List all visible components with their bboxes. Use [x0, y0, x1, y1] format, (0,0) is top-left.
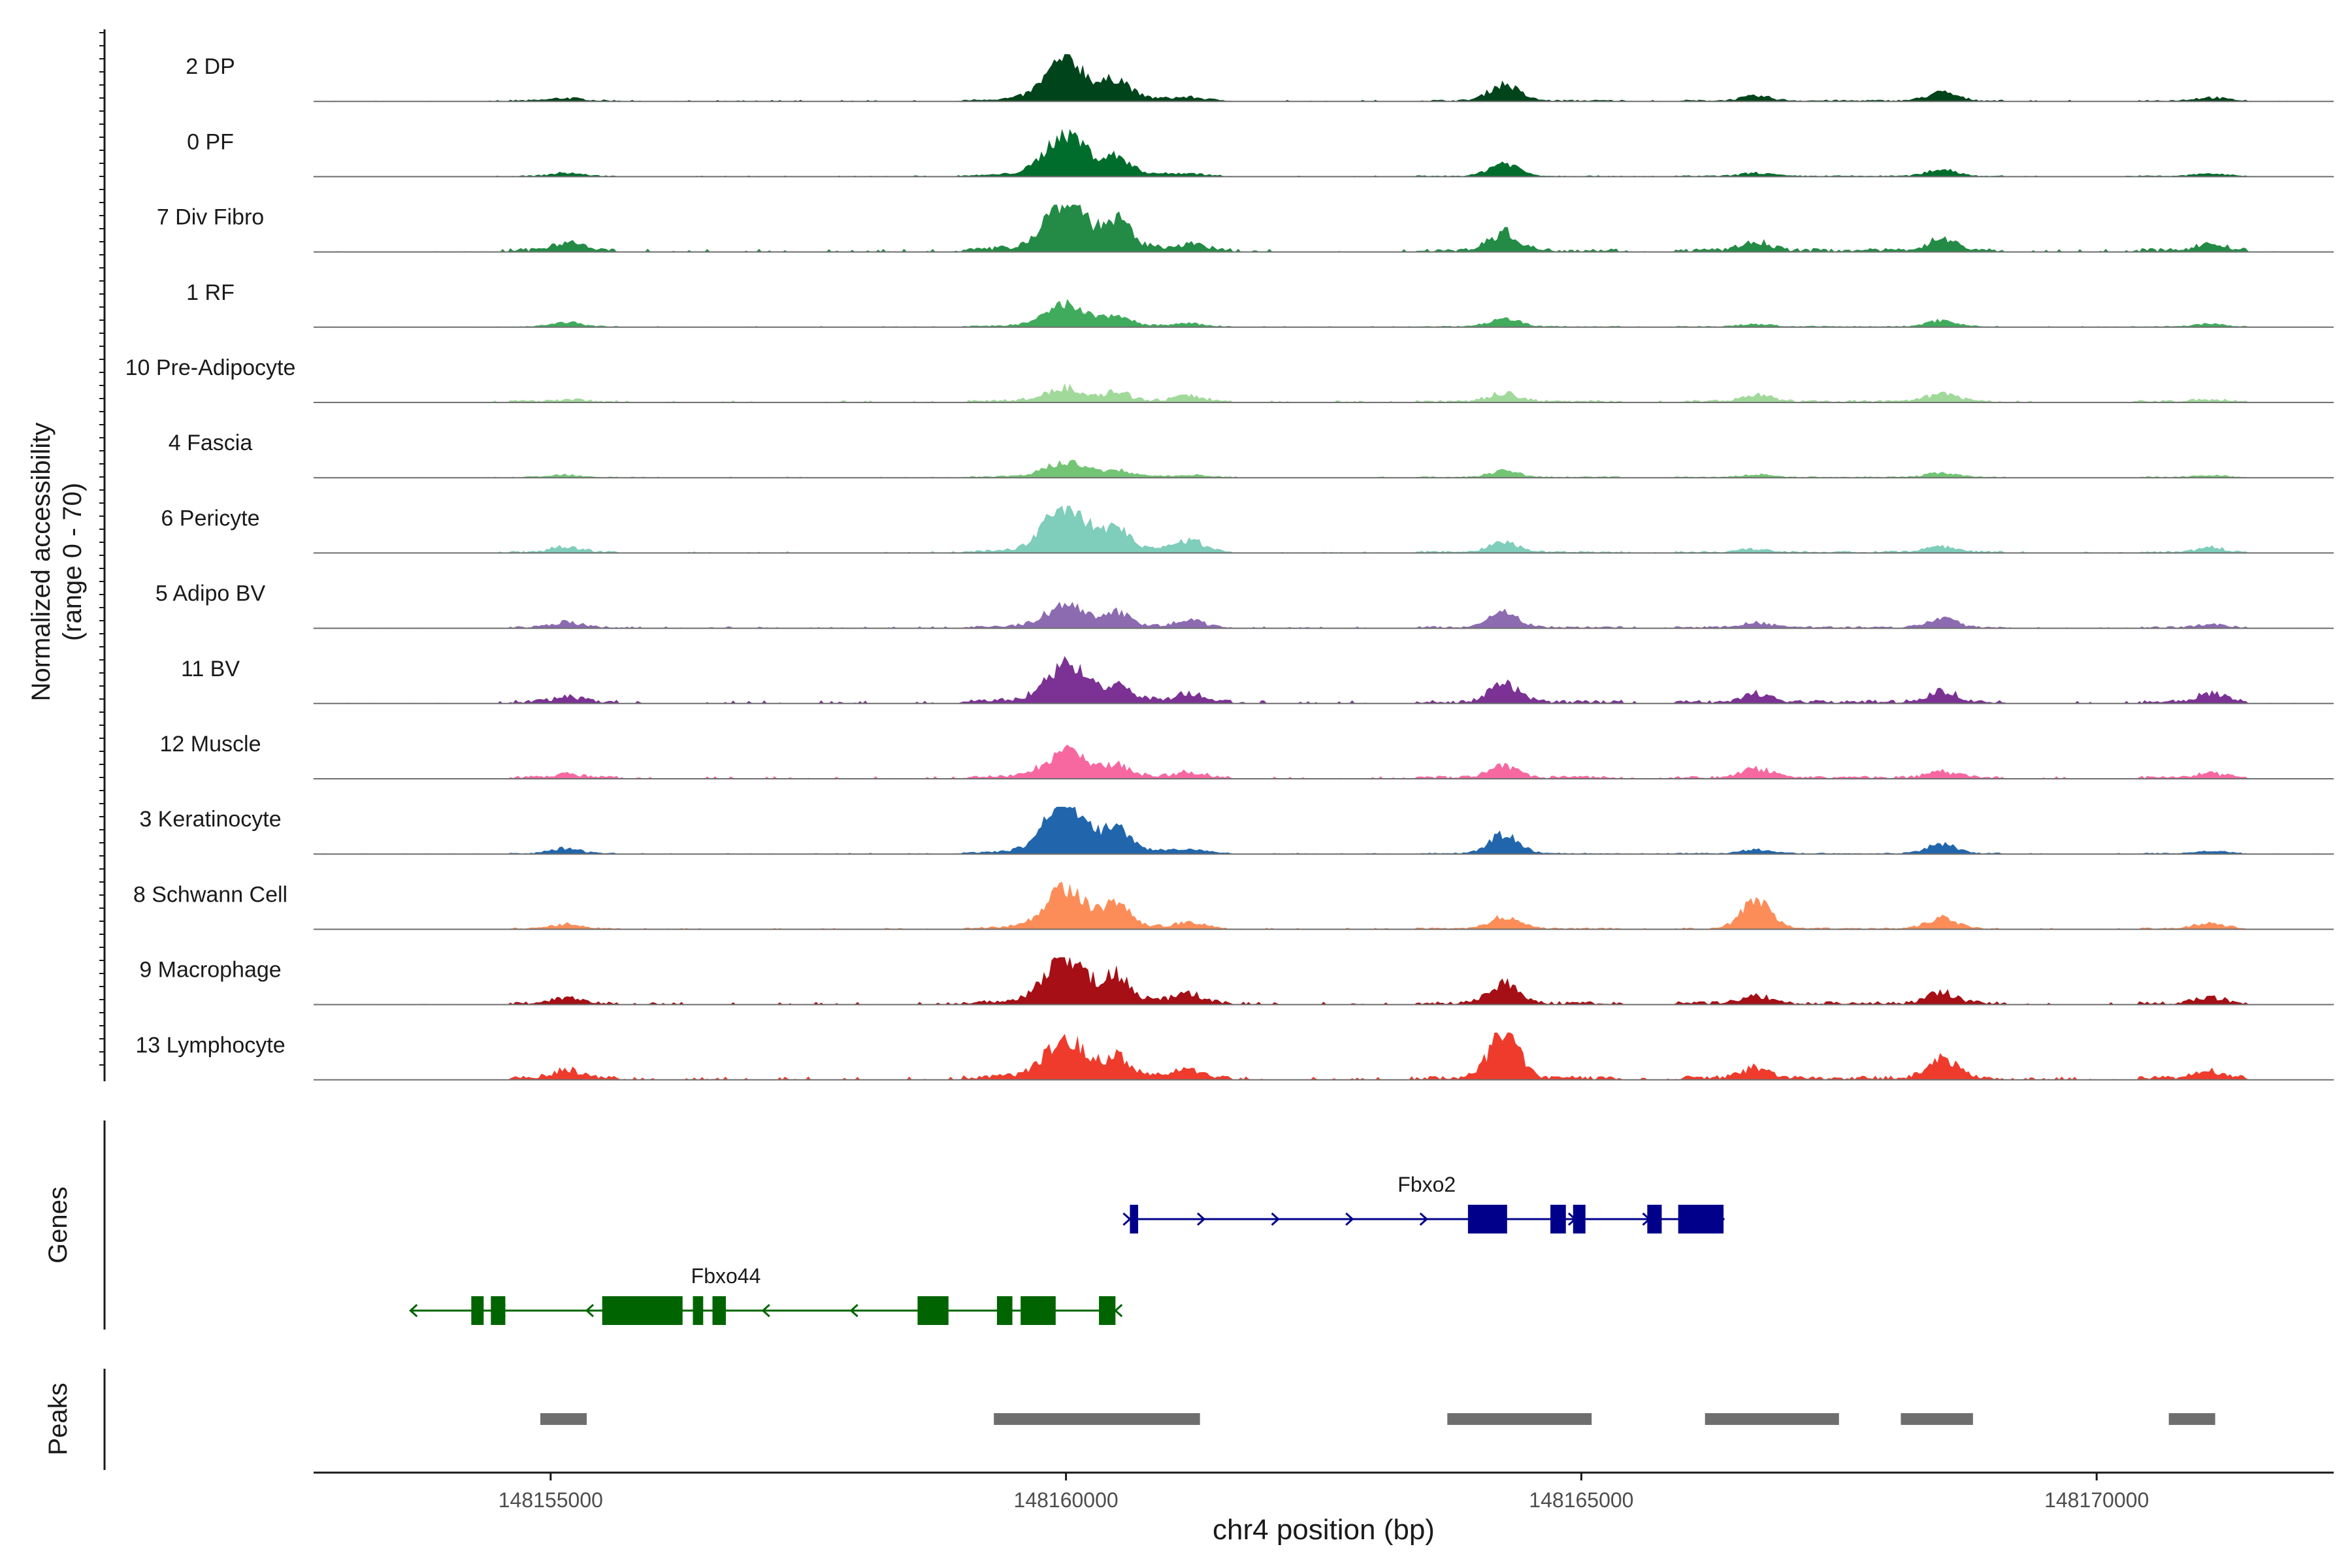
peak-region	[994, 1413, 1200, 1425]
track-8-schwann-cell: 8 Schwann Cell	[133, 882, 2334, 930]
genes-panel-label: Genes	[44, 1186, 73, 1264]
track-6-pericyte: 6 Pericyte	[161, 505, 2334, 554]
strand-arrow	[761, 1303, 770, 1318]
strand-arrow	[1197, 1212, 1206, 1226]
exon	[917, 1296, 949, 1325]
peak-region	[1901, 1413, 1973, 1425]
track-label: 9 Macrophage	[139, 958, 281, 983]
exon	[1678, 1205, 1724, 1233]
exon	[491, 1296, 506, 1325]
peak-region	[1447, 1413, 1592, 1425]
y-axis-title-line2: (range 0 - 70)	[58, 483, 87, 641]
x-tick-label: 148155000	[498, 1488, 603, 1512]
track-9-macrophage: 9 Macrophage	[139, 957, 2334, 1005]
gene-name-label: Fbxo44	[691, 1264, 761, 1288]
strand-arrow	[1271, 1212, 1280, 1226]
track-label: 0 PF	[187, 129, 234, 154]
exon	[1550, 1205, 1566, 1233]
x-tick-label: 148165000	[1529, 1488, 1633, 1512]
strand-arrow	[585, 1303, 595, 1318]
track-0-pf: 0 PF	[187, 129, 2334, 178]
exon	[1099, 1296, 1116, 1325]
track-11-bv: 11 BV	[181, 656, 2334, 704]
peak-region	[1705, 1413, 1839, 1425]
gene-name-label: Fbxo2	[1397, 1173, 1456, 1196]
track-2-dp: 2 DP	[186, 54, 2334, 103]
track-label: 11 BV	[181, 657, 240, 681]
gene-fbxo2: Fbxo2	[1122, 1173, 1725, 1233]
strand-arrow	[849, 1303, 858, 1318]
exon	[1647, 1205, 1662, 1233]
track-1-rf: 1 RF	[186, 280, 2334, 328]
exon	[602, 1296, 683, 1325]
exon	[693, 1296, 704, 1325]
y-axis-title-line1: Normalized accessibility	[27, 423, 56, 702]
x-tick-label: 148160000	[1014, 1488, 1119, 1512]
exon	[712, 1296, 727, 1325]
strand-arrow	[409, 1303, 418, 1318]
gene-fbxo44: Fbxo44	[409, 1264, 1123, 1325]
track-label: 13 Lymphocyte	[135, 1033, 285, 1058]
track-10-pre-adipocyte: 10 Pre-Adipocyte	[125, 355, 2334, 403]
y-axis-title: Normalized accessibility (range 0 - 70)	[27, 423, 87, 702]
track-3-keratinocyte: 3 Keratinocyte	[139, 806, 2334, 855]
track-13-lymphocyte: 13 Lymphocyte	[135, 1032, 2334, 1081]
exon	[1021, 1296, 1056, 1325]
exon	[996, 1296, 1013, 1325]
track-label: 3 Keratinocyte	[139, 807, 281, 832]
track-label: 7 Div Fibro	[157, 205, 264, 230]
coverage-tracks: 2 DP 0 PF 7 Div Fibro 1 RF 10 Pre-Adipocyte 4…	[125, 54, 2334, 1081]
track-12-muscle: 12 Muscle	[160, 732, 2334, 779]
track-label: 8 Schwann Cell	[133, 882, 287, 907]
peak-region	[540, 1413, 587, 1425]
track-label: 1 RF	[186, 280, 235, 305]
track-5-adipo-bv: 5 Adipo BV	[155, 581, 2334, 629]
track-label: 4 Fascia	[169, 431, 253, 455]
exon	[1467, 1205, 1507, 1233]
strand-arrow	[1419, 1212, 1428, 1226]
exon	[1130, 1205, 1139, 1233]
y-axis-ticks	[99, 32, 105, 1066]
exon	[1573, 1205, 1586, 1233]
track-label: 5 Adipo BV	[155, 581, 266, 606]
peaks-panel-label: Peaks	[44, 1382, 73, 1455]
x-axis-ticks: 148155000 148160000 148165000 148170000	[498, 1473, 2149, 1512]
track-4-fascia: 4 Fascia	[169, 431, 2334, 479]
track-label: 12 Muscle	[160, 732, 261, 757]
peaks-panel	[540, 1413, 2215, 1425]
peak-region	[2168, 1413, 2215, 1425]
strand-arrow	[1345, 1212, 1354, 1226]
exon	[471, 1296, 484, 1325]
track-label: 10 Pre-Adipocyte	[125, 355, 296, 380]
track-label: 6 Pericyte	[161, 506, 259, 531]
track-label: 2 DP	[186, 54, 235, 79]
track-7-div-fibro: 7 Div Fibro	[157, 204, 2334, 253]
x-tick-label: 148170000	[2044, 1488, 2149, 1512]
x-axis-title: chr4 position (bp)	[1213, 1514, 1435, 1546]
gene-annotation-panel: Fbxo2 Fbxo44	[409, 1173, 1725, 1325]
